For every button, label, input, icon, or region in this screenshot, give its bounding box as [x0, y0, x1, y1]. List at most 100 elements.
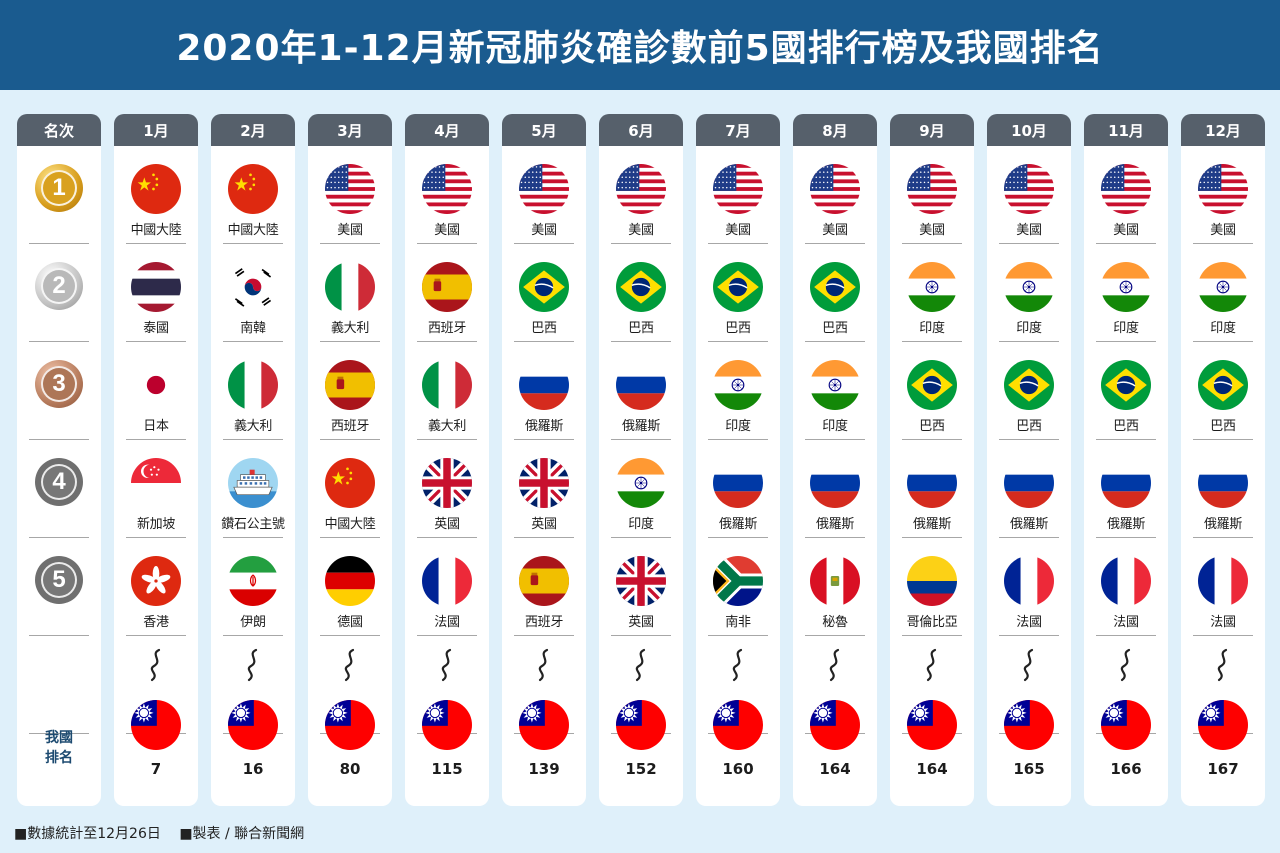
country-cell: 中國大陸 [114, 146, 198, 244]
ellipsis-squiggle-icon [1213, 648, 1233, 682]
ellipsis-squiggle-icon [340, 648, 360, 682]
country-cell: 俄羅斯 [890, 440, 974, 538]
rank-2-medal-icon: 2 [35, 262, 83, 310]
country-name: 美國 [725, 223, 751, 238]
taiwan-flag-icon [1198, 700, 1248, 750]
country-cell: 新加坡 [114, 440, 198, 538]
brazil-flag-icon [1004, 360, 1054, 410]
country-name: 俄羅斯 [1106, 517, 1146, 532]
month-column-body: 美國 印度 巴西 俄羅斯 法國 166 [1084, 146, 1168, 806]
country-cell: 俄羅斯 [696, 440, 780, 538]
country-cell: 英國 [405, 440, 489, 538]
month-column: 8月 美國 巴西 印度 俄羅斯 秘魯 164 [793, 114, 877, 806]
country-cell: 印度 [599, 440, 683, 538]
row-divider [417, 341, 477, 342]
country-cell: 西班牙 [502, 538, 586, 636]
country-name: 香港 [143, 615, 169, 630]
taiwan-flag-icon [131, 700, 181, 750]
country-name: 美國 [1113, 223, 1139, 238]
row-divider [223, 341, 283, 342]
usa-flag-icon [325, 164, 375, 214]
month-header: 5月 [502, 114, 586, 146]
country-cell: 義大利 [405, 342, 489, 440]
country-cell: 義大利 [211, 342, 295, 440]
usa-flag-icon [1101, 164, 1151, 214]
taiwan-rank-value: 115 [431, 760, 463, 778]
row-divider [1096, 243, 1156, 244]
china-flag-icon [325, 458, 375, 508]
italy-flag-icon [325, 262, 375, 312]
month-column-body: 美國 巴西 印度 俄羅斯 南非 160 [696, 146, 780, 806]
country-cell: 南韓 [211, 244, 295, 342]
russia-flag-icon [1101, 458, 1151, 508]
country-name: 俄羅斯 [1009, 517, 1049, 532]
row-divider [320, 243, 380, 244]
country-name: 印度 [1113, 321, 1139, 336]
country-name: 俄羅斯 [912, 517, 952, 532]
country-cell: 日本 [114, 342, 198, 440]
usa-flag-icon [422, 164, 472, 214]
india-flag-icon [907, 262, 957, 312]
country-name: 日本 [143, 419, 169, 434]
taiwan-rank-value: 164 [819, 760, 851, 778]
month-column: 12月 美國 印度 巴西 俄羅斯 法國 167 [1181, 114, 1265, 806]
country-cell: 美國 [1084, 146, 1168, 244]
country-name: 巴西 [531, 321, 557, 336]
ellipsis-squiggle-icon [922, 648, 942, 682]
country-cell: 印度 [1084, 244, 1168, 342]
iran-flag-icon [228, 556, 278, 606]
our-rank-label: 我國 排名 [17, 728, 101, 768]
russia-flag-icon [519, 360, 569, 410]
brazil-flag-icon [713, 262, 763, 312]
country-cell: 俄羅斯 [987, 440, 1071, 538]
country-name: 印度 [919, 321, 945, 336]
month-column: 9月 美國 印度 巴西 俄羅斯 哥倫比亞 164 [890, 114, 974, 806]
month-column-body: 美國 印度 巴西 俄羅斯 法國 167 [1181, 146, 1265, 806]
month-column-body: 美國 西班牙 義大利 英國 法國 115 [405, 146, 489, 806]
country-cell: 義大利 [308, 244, 392, 342]
row-divider [1193, 439, 1253, 440]
row-divider [514, 341, 574, 342]
row-divider [902, 537, 962, 538]
brazil-flag-icon [907, 360, 957, 410]
row-divider [417, 243, 477, 244]
country-cell: 印度 [987, 244, 1071, 342]
country-cell: 美國 [987, 146, 1071, 244]
hongkong-flag-icon [131, 556, 181, 606]
rank-cell: 3 [17, 342, 101, 440]
row-divider [805, 243, 865, 244]
row-divider [126, 243, 186, 244]
country-cell: 美國 [405, 146, 489, 244]
country-cell: 德國 [308, 538, 392, 636]
row-divider [1193, 635, 1253, 636]
country-name: 印度 [1210, 321, 1236, 336]
row-divider [1193, 243, 1253, 244]
row-divider [1096, 537, 1156, 538]
country-name: 西班牙 [427, 321, 467, 336]
country-name: 俄羅斯 [815, 517, 855, 532]
country-cell: 巴西 [599, 244, 683, 342]
row-divider [1096, 635, 1156, 636]
month-column-body: 美國 巴西 印度 俄羅斯 秘魯 164 [793, 146, 877, 806]
row-divider [514, 635, 574, 636]
row-divider [126, 439, 186, 440]
country-cell: 巴西 [793, 244, 877, 342]
country-name: 泰國 [143, 321, 169, 336]
russia-flag-icon [713, 458, 763, 508]
rank-cell: 4 [17, 440, 101, 538]
footer-data-note: ■數據統計至12月26日 [14, 826, 161, 842]
country-cell: 俄羅斯 [1084, 440, 1168, 538]
row-divider [223, 537, 283, 538]
row-divider [514, 243, 574, 244]
ellipsis-squiggle-icon [437, 648, 457, 682]
row-divider [611, 439, 671, 440]
india-flag-icon [616, 458, 666, 508]
taiwan-flag-icon [1004, 700, 1054, 750]
uk-flag-icon [422, 458, 472, 508]
colombia-flag-icon [907, 556, 957, 606]
our-rank-label-line2: 排名 [45, 750, 73, 766]
country-name: 巴西 [1210, 419, 1236, 434]
month-header: 3月 [308, 114, 392, 146]
country-name: 印度 [1016, 321, 1042, 336]
country-name: 鑽石公主號 [221, 517, 285, 532]
